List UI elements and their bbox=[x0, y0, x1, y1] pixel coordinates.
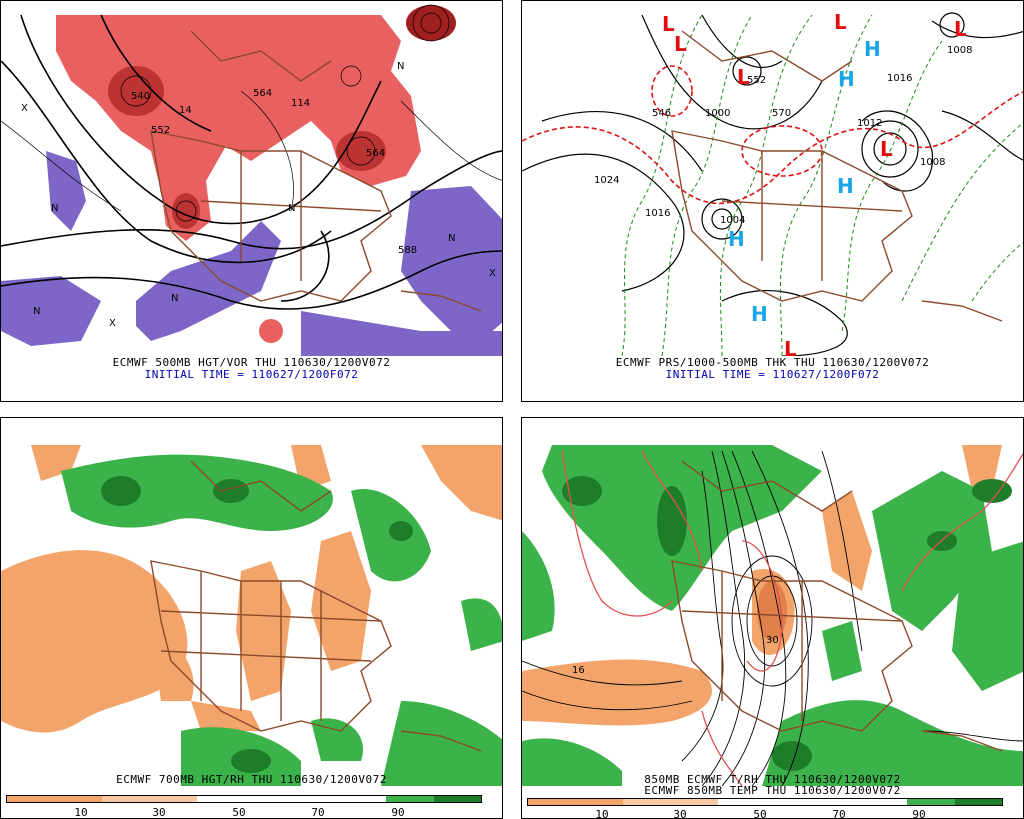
vorticity-negative-area bbox=[401, 186, 502, 341]
contour-label: 588 bbox=[398, 245, 417, 256]
vort-max-label: N bbox=[51, 203, 58, 214]
vort-max-label: N bbox=[448, 233, 455, 244]
low-pressure-symbol: L bbox=[662, 12, 675, 36]
map-500mb-vorticity: 540 552 564 564 588 114 14 N N N X X X N… bbox=[1, 1, 502, 356]
panel-500mb-vorticity: 540 552 564 564 588 114 14 N N N X X X N… bbox=[0, 0, 503, 402]
panel-caption-secondary: ECMWF 850MB TEMP THU 110630/1200V072 bbox=[644, 784, 901, 797]
low-pressure-symbol: L bbox=[834, 10, 847, 34]
high-pressure-symbol: H bbox=[837, 174, 854, 198]
contour-label: 540 bbox=[131, 91, 150, 102]
high-pressure-symbol: H bbox=[751, 302, 768, 326]
contour-label: 552 bbox=[151, 125, 170, 136]
colorbar-tick: 70 bbox=[832, 808, 846, 819]
thickness-label: 570 bbox=[772, 108, 791, 119]
isobar-label: 1008 bbox=[920, 157, 945, 168]
rh-colorbar bbox=[527, 798, 1003, 806]
isobar-label: 1016 bbox=[887, 73, 912, 84]
low-pressure-symbol: L bbox=[954, 17, 967, 41]
panel-pressure-thickness: 1024 1016 1008 1008 1016 1000 1004 552 5… bbox=[521, 0, 1024, 402]
colorbar-tick: 30 bbox=[152, 806, 166, 819]
high-pressure-symbol: H bbox=[864, 37, 881, 61]
isobar-label: 1024 bbox=[594, 175, 619, 186]
colorbar-tick: 90 bbox=[391, 806, 405, 819]
colorbar-tick: 50 bbox=[232, 806, 246, 819]
contour-label: 114 bbox=[291, 98, 310, 109]
vort-max-label: X bbox=[109, 318, 116, 329]
contour-label: 14 bbox=[179, 105, 192, 116]
low-pressure-symbol: L bbox=[737, 65, 750, 89]
isobar-label: 1008 bbox=[947, 45, 972, 56]
temp-contour-label: 30 bbox=[766, 635, 779, 646]
panel-700mb-rh: ECMWF 700MB HGT/RH THU 110630/1200V072 1… bbox=[0, 417, 503, 819]
map-850mb-temp-rh: 30 16 bbox=[522, 431, 1023, 786]
colorbar-tick: 10 bbox=[74, 806, 88, 819]
isobar-label: 1016 bbox=[645, 208, 670, 219]
map-pressure-thickness: 1024 1016 1008 1008 1016 1000 1004 552 5… bbox=[522, 1, 1023, 356]
panel-caption: 850MB ECMWF T/RH THU 110630/1200V072 bbox=[644, 773, 901, 786]
isobar-label: 1004 bbox=[720, 215, 745, 226]
vort-max-label: N bbox=[33, 306, 40, 317]
isobar-label: 1012 bbox=[857, 118, 882, 129]
panel-initial-time: INITIAL TIME = 110627/1200F072 bbox=[665, 368, 880, 381]
panel-caption: ECMWF 500MB HGT/VOR THU 110630/1200V072 bbox=[112, 356, 391, 369]
low-pressure-symbol: L bbox=[784, 337, 797, 356]
map-700mb-rh bbox=[1, 431, 502, 786]
vort-max-label: N bbox=[171, 293, 178, 304]
contour-label: 564 bbox=[253, 88, 272, 99]
panel-initial-time: INITIAL TIME = 110627/1200F072 bbox=[144, 368, 359, 381]
colorbar-tick: 50 bbox=[753, 808, 767, 819]
vort-max-label: X bbox=[489, 268, 496, 279]
temp-contour-label: 16 bbox=[572, 665, 585, 676]
thickness-label: 552 bbox=[747, 75, 766, 86]
rh-colorbar bbox=[6, 795, 482, 803]
low-pressure-symbol: L bbox=[880, 137, 893, 161]
colorbar-tick: 70 bbox=[311, 806, 325, 819]
colorbar-tick: 30 bbox=[673, 808, 687, 819]
high-pressure-symbol: H bbox=[838, 67, 855, 91]
thickness-label: 546 bbox=[652, 108, 671, 119]
vort-max-label: N bbox=[288, 203, 295, 214]
high-pressure-symbol: H bbox=[728, 227, 745, 251]
isobar-label: 1000 bbox=[705, 108, 730, 119]
low-pressure-symbol: L bbox=[674, 32, 687, 56]
colorbar-tick: 10 bbox=[595, 808, 609, 819]
colorbar-tick: 90 bbox=[912, 808, 926, 819]
contour-label: 564 bbox=[366, 148, 385, 159]
vort-max-label: N bbox=[397, 61, 404, 72]
panel-caption: ECMWF PRS/1000-500MB THK THU 110630/1200… bbox=[615, 356, 930, 369]
panel-caption: ECMWF 700MB HGT/RH THU 110630/1200V072 bbox=[116, 773, 387, 786]
panel-850mb-temp-rh: 30 16 850MB ECMWF T/RH THU 110630/1200V0… bbox=[521, 417, 1024, 819]
vort-max-label: X bbox=[21, 103, 28, 114]
